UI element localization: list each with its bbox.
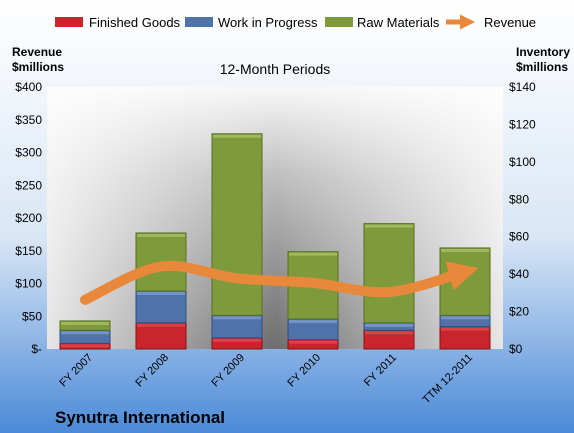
left-tick-label: $250	[15, 178, 42, 192]
bar-top-highlight	[213, 134, 261, 138]
left-tick-label: $-	[31, 342, 42, 356]
bar-work-in-progress	[135, 290, 187, 324]
legend-label-work-in-progress: Work in Progress	[218, 15, 318, 30]
bar-finished-goods	[135, 322, 187, 350]
plot-area-highlight	[47, 87, 503, 349]
right-tick-label: $80	[509, 192, 529, 206]
revenue-line-layer	[80, 260, 479, 305]
left-axis-label-line2: $millions	[12, 60, 64, 74]
bar-raw-materials	[363, 223, 415, 324]
right-axis-ticks: $0 $20 $40 $60 $80 $100 $120 $140	[509, 80, 536, 356]
bar-top-highlight	[213, 316, 261, 320]
left-axis-ticks: $- $50 $100 $150 $200 $250 $300 $350 $400	[15, 80, 42, 356]
right-tick-label: $140	[509, 80, 536, 94]
left-axis-label-line1: Revenue	[12, 45, 62, 59]
legend-swatch-work-in-progress	[185, 17, 213, 27]
bar-top-highlight	[289, 340, 337, 344]
bar-top-highlight	[365, 224, 413, 228]
bar-raw-materials	[211, 133, 263, 316]
left-tick-label: $300	[15, 146, 42, 160]
right-tick-label: $20	[509, 305, 529, 319]
bar-top-highlight	[441, 316, 489, 320]
legend-item-raw-materials: Raw Materials	[325, 15, 440, 30]
bar-top-highlight	[213, 338, 261, 342]
bar-top-highlight	[137, 323, 185, 327]
legend-label-raw-materials: Raw Materials	[357, 15, 440, 30]
legend-item-work-in-progress: Work in Progress	[185, 15, 318, 30]
legend-swatch-finished-goods	[55, 17, 83, 27]
legend-item-finished-goods: Finished Goods	[55, 15, 181, 30]
right-axis-label-line2: $millions	[516, 60, 568, 74]
bar-top-highlight	[289, 252, 337, 256]
right-tick-label: $40	[509, 267, 529, 281]
legend-label-revenue: Revenue	[484, 15, 536, 30]
right-tick-label: $60	[509, 230, 529, 244]
bar-top-highlight	[441, 327, 489, 331]
bar-top-highlight	[61, 331, 109, 335]
legend: Finished Goods Work in Progress Raw Mate…	[55, 14, 536, 30]
left-tick-label: $100	[15, 277, 42, 291]
bar-raw-materials	[59, 320, 111, 331]
company-name: Synutra International	[55, 408, 225, 427]
revenue-line	[80, 260, 479, 305]
right-tick-label: $120	[509, 117, 536, 131]
chart-title: 12-Month Periods	[220, 61, 331, 77]
legend-label-finished-goods: Finished Goods	[89, 15, 181, 30]
left-tick-label: $350	[15, 113, 42, 127]
bar-top-highlight	[289, 320, 337, 324]
left-tick-label: $50	[22, 309, 42, 323]
left-tick-label: $150	[15, 244, 42, 258]
bar-top-highlight	[365, 331, 413, 335]
legend-swatch-raw-materials	[325, 17, 353, 27]
left-tick-label: $400	[15, 80, 42, 94]
right-tick-label: $100	[509, 155, 536, 169]
bar-top-highlight	[137, 233, 185, 237]
bar-top-highlight	[365, 323, 413, 327]
legend-item-revenue: Revenue	[446, 14, 536, 30]
left-tick-label: $200	[15, 211, 42, 225]
bar-top-highlight	[441, 248, 489, 252]
bar-top-highlight	[137, 291, 185, 295]
bar-top-highlight	[61, 321, 109, 325]
bars	[59, 133, 491, 350]
right-axis-label-line1: Inventory	[516, 45, 570, 59]
bar-top-highlight	[61, 344, 109, 348]
right-tick-label: $0	[509, 342, 523, 356]
